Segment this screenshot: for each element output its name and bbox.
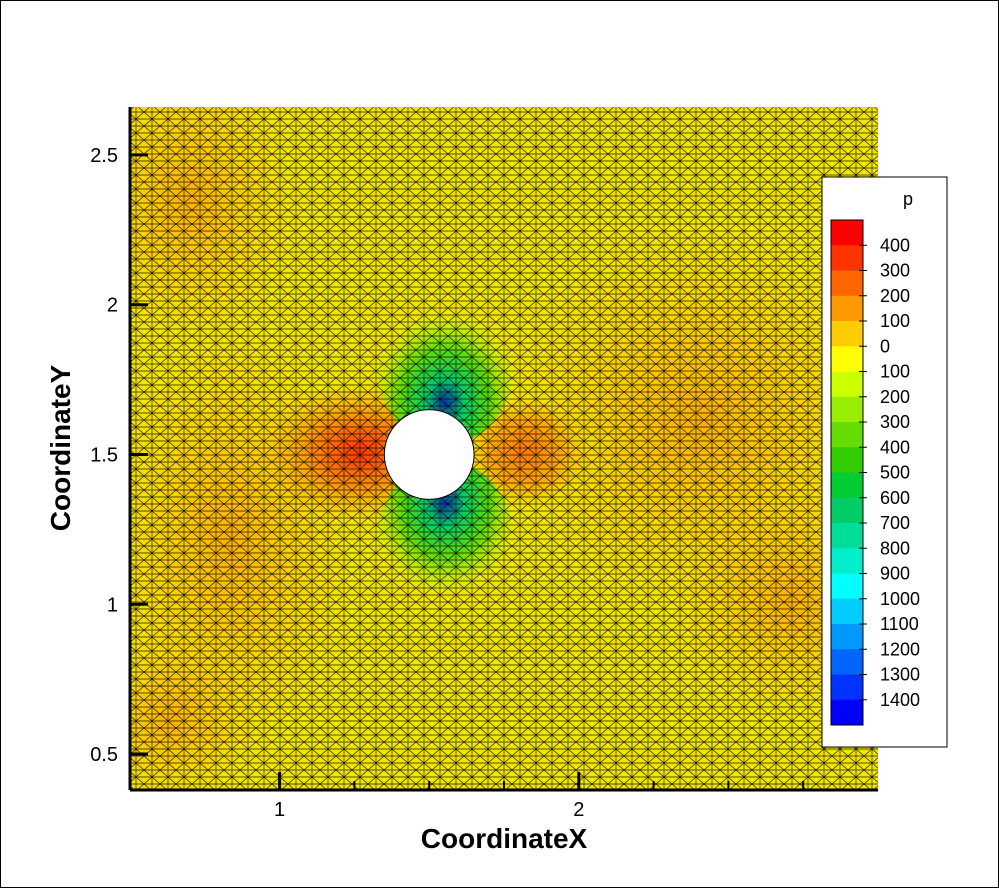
legend-swatch (831, 523, 863, 549)
y-axis-title: CoordinateY (45, 364, 76, 531)
y-ticks: 0.5 1 1.5 2 2.5 (90, 145, 148, 766)
legend-swatch (831, 295, 863, 322)
legend-swatch (831, 674, 863, 701)
legend-label: 400 (880, 235, 910, 255)
legend-label: 1100 (880, 614, 919, 634)
legend-title: p (903, 189, 913, 209)
legend-swatch (831, 220, 863, 246)
legend-swatch (831, 422, 863, 448)
x-axis-title: CoordinateX (421, 823, 588, 854)
legend-label: 200 (880, 286, 910, 306)
legend-label: 500 (880, 463, 910, 483)
legend-label: 600 (880, 488, 910, 508)
y-tick-label: 2 (107, 295, 118, 317)
x-tick-label: 1 (274, 799, 285, 821)
legend-label: 100 (880, 311, 910, 331)
legend-swatch (831, 346, 863, 372)
legend-label: 0 (880, 336, 890, 356)
legend-labels: 4003002001000100200300400500600700800900… (859, 235, 920, 710)
legend-swatch (831, 598, 863, 625)
x-tick-label: 2 (573, 799, 584, 821)
legend-label: 300 (880, 412, 910, 432)
legend-label: 1400 (880, 690, 920, 710)
legend-swatch (831, 624, 863, 650)
y-tick-label: 0.5 (90, 744, 118, 766)
legend-swatch (831, 649, 863, 675)
y-tick-label: 2.5 (90, 145, 118, 167)
legend-swatch (831, 270, 863, 297)
legend-swatch (831, 699, 863, 726)
y-tick-label: 1 (107, 594, 118, 616)
legend-swatch (831, 548, 863, 574)
legend-label: 800 (880, 538, 910, 558)
legend-swatch (831, 371, 863, 398)
legend-swatch (831, 396, 863, 423)
legend-swatch (831, 321, 863, 347)
field-region (130, 107, 878, 790)
legend-label: 700 (880, 513, 910, 533)
legend-label: 900 (880, 564, 910, 584)
legend-swatch (831, 497, 863, 524)
legend-label: 200 (880, 387, 910, 407)
legend-label: 100 (880, 362, 910, 382)
legend-label: 1200 (880, 639, 920, 659)
legend-label: 300 (880, 261, 910, 281)
y-tick-label: 1.5 (90, 444, 118, 466)
legend-label: 1000 (880, 589, 920, 609)
legend-swatch (831, 447, 863, 473)
legend-swatch (831, 573, 863, 600)
legend-swatch (831, 472, 863, 499)
cylinder-hole (383, 409, 475, 500)
legend-swatch (831, 245, 863, 271)
legend: p 40030020010001002003004005006007008009… (821, 176, 948, 748)
legend-label: 400 (880, 437, 910, 457)
mesh-overlay (130, 107, 878, 790)
legend-label: 1300 (880, 665, 920, 685)
legend-colorbar (830, 219, 864, 726)
